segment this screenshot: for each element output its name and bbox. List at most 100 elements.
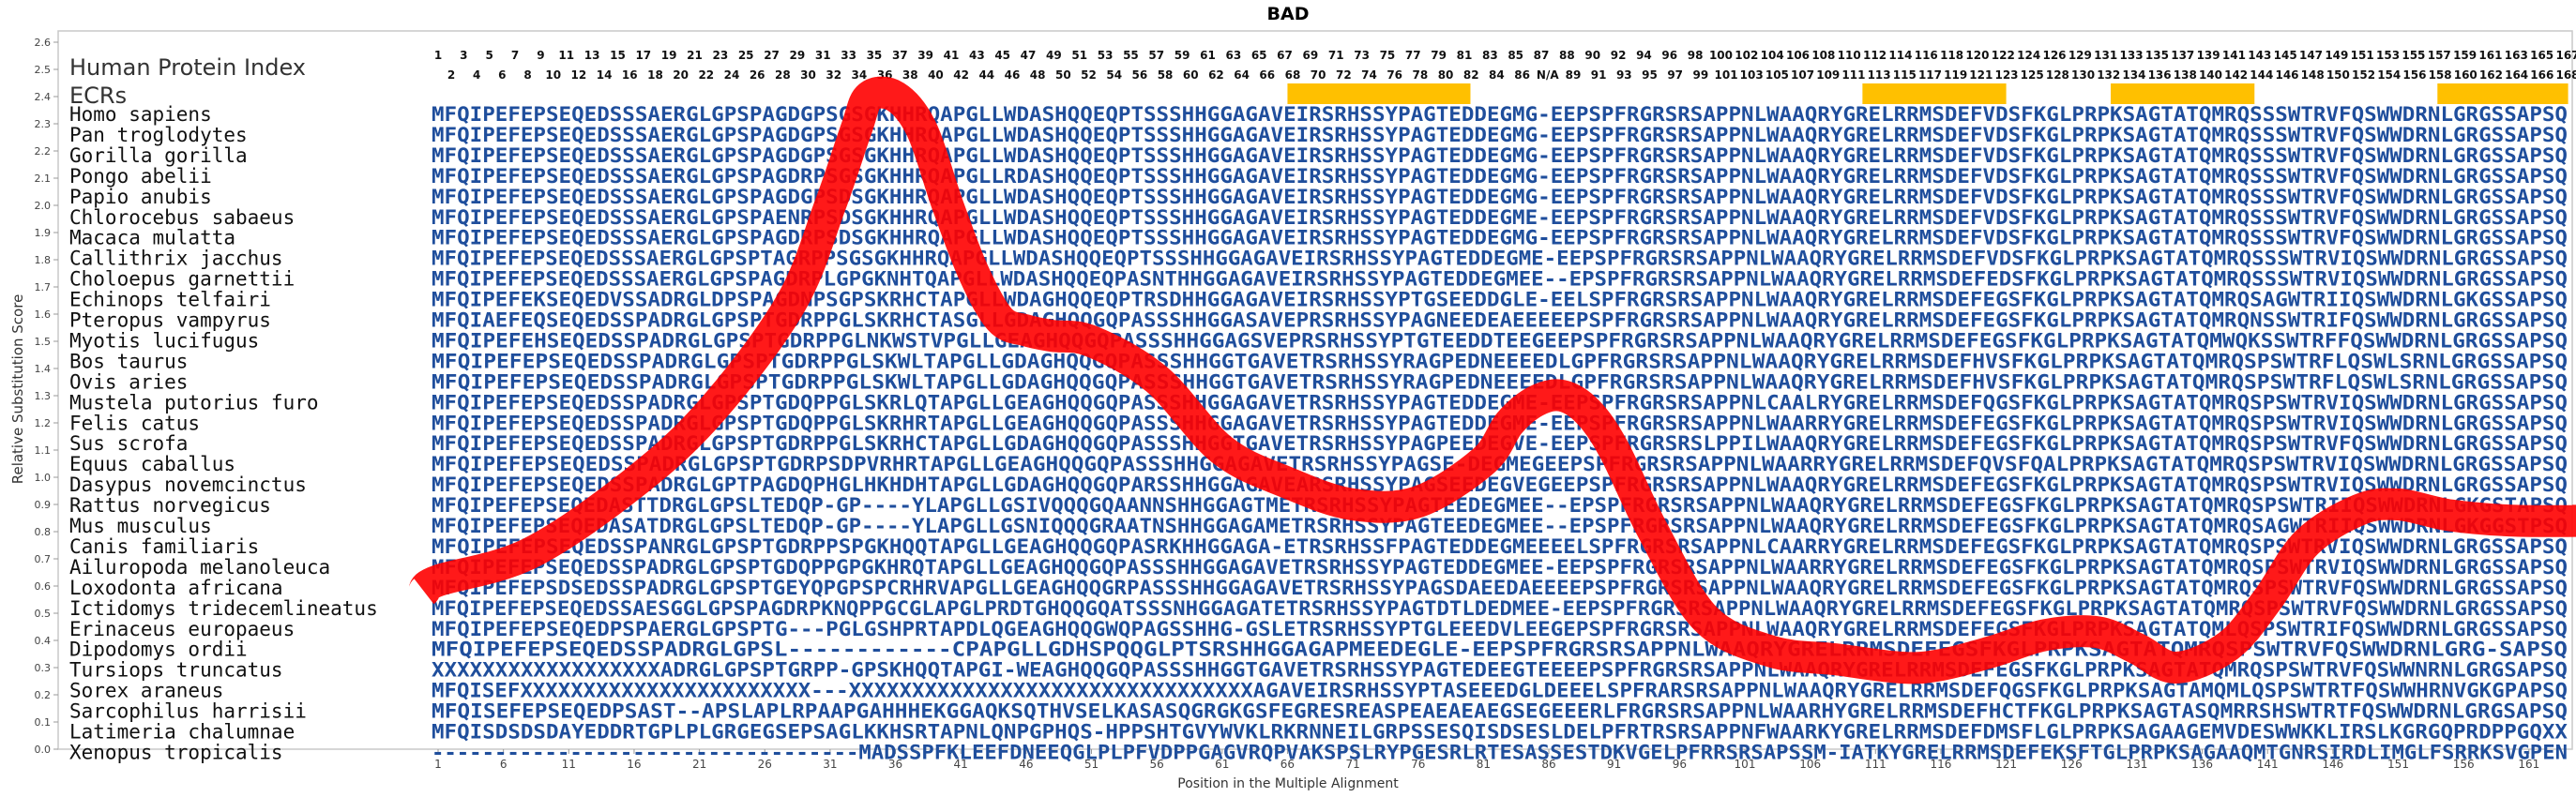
protein-index-number: 66	[1259, 68, 1275, 82]
y-axis-label: Relative Substitution Score	[9, 294, 26, 485]
x-tick-label: 141	[2257, 758, 2279, 771]
protein-index-number: 118	[1940, 49, 1963, 62]
protein-index-number: 121	[1969, 68, 1993, 82]
protein-index-number: 98	[1688, 49, 1704, 62]
protein-index-number: 153	[2376, 49, 2400, 62]
protein-index-label: Human Protein Index	[69, 54, 306, 81]
y-tick-label: 2.0	[35, 200, 52, 212]
protein-index-number: 102	[1735, 49, 1758, 62]
sequence-row: MFQIPEFEPSEQEDSSSAERGLGPSPAGDRPLGPGKNHTQ…	[432, 268, 2568, 291]
sequence-row: MFQIPEFEPSEQEDSSPADRGLGPTPAGDQPHGLHKHDHT…	[432, 474, 2568, 496]
protein-index-number: 116	[1915, 49, 1938, 62]
protein-index-number: 109	[1816, 68, 1840, 82]
sequence-row: MFQIPEFEPSEQEDSSPADRGLGPSPTGDQPPGPGKHRQT…	[432, 556, 2568, 579]
x-tick-label: 31	[823, 758, 837, 771]
sequence-row: MFQIPEFEPSEQEDSSPADRGLGPSPTGDRPPGLSKWLTA…	[432, 370, 2568, 393]
sequence-row: MFQIPEFEPSEQEDPSPAERGLGPSPTG---PGLGSHPRT…	[432, 618, 2568, 640]
y-tick-label: 0.7	[35, 553, 52, 565]
sequence-row: MFQIPEFEPSEQEDSSSAERGLGPSPAGDGPSGSGKHHRQ…	[432, 144, 2568, 167]
y-tick-label: 0.3	[35, 662, 52, 674]
protein-index-number: 112	[1863, 49, 1887, 62]
sequence-row: MFQIPEFEPSEQEDSSSAERGLGPSPTAGRPPSGSGKHHR…	[432, 248, 2568, 270]
y-tick-label: 1.3	[35, 390, 52, 402]
protein-index-number: 72	[1336, 68, 1352, 82]
ecr-block	[1862, 83, 2007, 104]
y-tick-label: 0.2	[35, 689, 52, 701]
protein-index-number: 128	[2046, 68, 2069, 82]
protein-index-number: 104	[1761, 49, 1784, 62]
y-tick-label: 1.4	[35, 363, 52, 375]
protein-index-number: 155	[2402, 49, 2425, 62]
protein-index-number: 28	[775, 68, 791, 82]
protein-index-number: 137	[2171, 49, 2194, 62]
protein-index-number: 123	[1994, 68, 2018, 82]
protein-index-number: 24	[724, 68, 740, 82]
protein-index-number: 157	[2428, 49, 2451, 62]
y-tick-label: 1.8	[35, 254, 52, 266]
protein-index-number: 40	[928, 68, 944, 82]
y-tick-label: 2.2	[35, 145, 52, 158]
protein-index-number: 77	[1405, 49, 1421, 62]
protein-index-number: 35	[867, 49, 883, 62]
species-name: Dipodomys ordii	[69, 639, 248, 661]
protein-index-number: 14	[597, 68, 613, 82]
protein-index-number: 39	[917, 49, 933, 62]
protein-index-number: 31	[815, 49, 831, 62]
protein-index-number: 138	[2174, 68, 2197, 82]
protein-index-number: 107	[1791, 68, 1814, 82]
protein-index-number: 21	[687, 49, 703, 62]
protein-index-number: 33	[841, 49, 856, 62]
x-tick-label: 76	[1411, 758, 1425, 771]
protein-index-number: 76	[1386, 68, 1402, 82]
protein-index-number: 140	[2199, 68, 2222, 82]
protein-index-number: 135	[2145, 49, 2169, 62]
protein-index-number: 50	[1055, 68, 1071, 82]
protein-index-number: 46	[1005, 68, 1021, 82]
x-tick-label: 66	[1280, 758, 1295, 771]
sequence-row: MFQIPEFEPSEQEDSSPANRGLGPSPTGDRPPSPGKHQQT…	[432, 535, 2568, 558]
protein-index-number: 115	[1893, 68, 1917, 82]
protein-index-number: N/A	[1537, 68, 1559, 82]
plot-area	[57, 30, 2573, 750]
sequence-row: MFQIPEFEPSEQEDSSSAERGLGPSPAENRPSDSGKHHRQ…	[432, 206, 2568, 229]
protein-index-number: 83	[1482, 49, 1498, 62]
y-tick-label: 1.0	[35, 472, 52, 484]
sequence-row: MFQIAEFEQSEQEDSSPADRGLGPSPTGDRPPGLSKRHCT…	[432, 309, 2568, 332]
species-name: Sarcophilus harrisii	[69, 700, 307, 723]
sequence-row: MFQIPEFEPSEQEDSSSAERGLGPSPAGDGPSDSGKHHRQ…	[432, 186, 2568, 208]
x-tick-label: 126	[2061, 758, 2083, 771]
x-tick-label: 46	[1019, 758, 1033, 771]
species-name: Pteropus vampyrus	[69, 309, 271, 332]
protein-index-number: 32	[826, 68, 841, 82]
x-tick-label: 71	[1345, 758, 1359, 771]
y-tick-label: 0.5	[35, 608, 52, 620]
y-tick-label: 1.7	[35, 281, 52, 293]
protein-index-number: 5	[486, 49, 493, 62]
protein-index-number: 164	[2505, 68, 2528, 82]
protein-index-number: 55	[1123, 49, 1139, 62]
y-tick-label: 1.9	[35, 227, 52, 239]
sequence-row: MFQIPEFEPSEQEDSSAESGGLGPSPAGDRPKNQPPGCGL…	[432, 597, 2568, 620]
protein-index-number: 91	[1591, 68, 1607, 82]
protein-index-number: 105	[1765, 68, 1789, 82]
protein-index-number: 94	[1636, 49, 1652, 62]
y-tick-label: 2.5	[35, 64, 52, 76]
protein-index-number: 101	[1715, 68, 1738, 82]
species-name: Echinops telfairi	[69, 289, 271, 311]
sequence-row: MFQIPEFEPSEQEDSSPADRGLGPSPTGDRPPGLSKWLTA…	[432, 350, 2568, 372]
x-tick-label: 81	[1477, 758, 1491, 771]
protein-index-number: 159	[2453, 49, 2477, 62]
protein-index-number: 80	[1438, 68, 1454, 82]
protein-index-number: 132	[2097, 68, 2120, 82]
y-tick-label: 0.8	[35, 526, 52, 538]
protein-index-number: 148	[2301, 68, 2325, 82]
protein-index-number: 8	[523, 68, 531, 82]
protein-index-number: 151	[2351, 49, 2374, 62]
protein-index-number: 16	[622, 68, 638, 82]
protein-index-number: 49	[1046, 49, 1062, 62]
y-tick-label: 2.6	[35, 37, 52, 49]
protein-index-number: 82	[1463, 68, 1479, 82]
protein-index-number: 147	[2299, 49, 2323, 62]
protein-index-number: 12	[571, 68, 587, 82]
protein-index-number: 73	[1354, 49, 1370, 62]
